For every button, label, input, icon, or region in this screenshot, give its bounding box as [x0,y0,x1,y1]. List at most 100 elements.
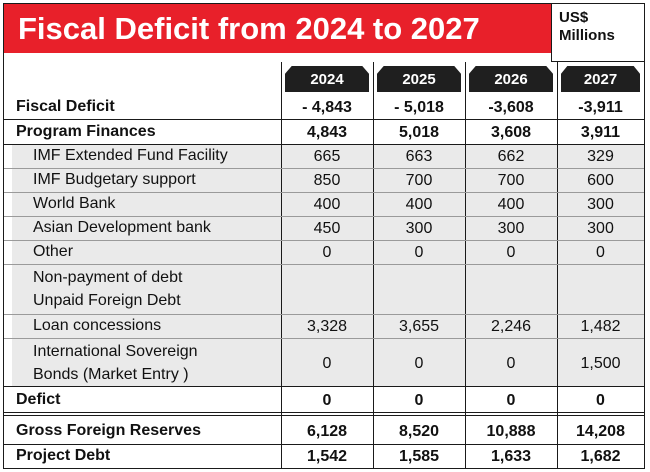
value-cell-2025: 8,520 [398,423,440,440]
value-cell-2026: 1,633 [490,448,532,465]
value-cell-2027: 1,500 [580,355,621,372]
column-divider [281,62,282,468]
row-label: International Sovereign Bonds (Market Ent… [33,340,198,386]
table-row: Other 0 0 0 0 [4,240,644,264]
row-label: IMF Extended Fund Facility [33,147,228,164]
value-cell-2024: 0 [322,244,332,261]
value-cell-2025: 400 [405,196,433,213]
row-label: Other [33,243,74,260]
value-cell-2026: 2,246 [490,318,532,335]
value-cell-2026: 700 [497,172,525,189]
value-cell-2026: 400 [497,196,525,213]
column-divider [465,62,466,468]
value-cell-2027: 329 [587,148,614,165]
value-cell-2024: 6,128 [306,423,348,440]
unit-currency: US$ [559,9,589,26]
value-cell-2026: 0 [506,244,516,261]
value-cell-2024: 400 [313,196,341,213]
value-cell-2027: 600 [587,172,614,189]
value-cell-2026: -3,608 [488,99,534,116]
value-cell-2024: 665 [313,148,341,165]
table-row: IMF Extended Fund Facility 665 663 662 329 [4,144,644,168]
row-divider [4,119,644,120]
value-cell-2027: 0 [596,244,605,261]
row-divider [4,216,644,217]
row-label: Non-payment of debt Unpaid Foreign Debt [33,266,182,312]
sub-items-shading [12,144,644,386]
value-cell-2025: 5,018 [398,124,440,141]
column-divider [373,62,374,468]
row-label: Fiscal Deficit [16,98,115,115]
value-cell-2024: 0 [322,392,332,409]
unit-label: US$ Millions [551,4,644,62]
value-cell-2026: 0 [506,355,516,372]
table-row: Defict 0 0 0 0 [4,386,644,414]
value-cell-2025: 663 [405,148,433,165]
table-row: International Sovereign Bonds (Market Ent… [4,338,644,386]
row-divider [4,240,644,241]
row-label: World Bank [33,195,116,212]
value-cell-2026: 3,608 [490,124,532,141]
value-cell-2026: 10,888 [486,423,536,440]
row-divider [4,415,644,416]
fiscal-deficit-table: Fiscal Deficit from 2024 to 2027 US$ Mil… [3,3,645,469]
row-label-line: Non-payment of debt [33,269,183,286]
value-cell-2025: 1,585 [398,448,440,465]
year-header-2027: 2027 [561,66,640,92]
table-row: Loan concessions 3,328 3,655 2,246 1,482 [4,314,644,338]
row-label: Gross Foreign Reserves [16,422,201,439]
row-divider [4,192,644,193]
value-cell-2025: - 5,018 [394,99,444,116]
value-cell-2024: 4,843 [306,124,348,141]
year-header-2026: 2026 [469,66,553,92]
value-cell-2027: 1,482 [580,318,621,335]
row-label-line: Bonds (Market Entry ) [33,366,189,383]
row-divider [4,314,644,315]
value-cell-2025: 0 [414,355,424,372]
value-cell-2024: 3,328 [306,318,348,335]
row-label: Asian Development bank [33,219,211,236]
table-row: Fiscal Deficit - 4,843 - 5,018 -3,608 -3,911 [4,94,644,119]
unit-scale: Millions [559,27,615,44]
row-divider [4,386,644,387]
value-cell-2026: 662 [497,148,525,165]
row-label: Program Finances [16,123,156,140]
table-row: Program Finances 4,843 5,018 3,608 3,911 [4,119,644,144]
table-row: IMF Budgetary support 850 700 700 600 [4,168,644,192]
value-cell-2027: 0 [596,392,605,409]
table-row: World Bank 400 400 400 300 [4,192,644,216]
table-row: Gross Foreign Reserves 6,128 8,520 10,888 14… [4,418,644,444]
value-cell-2027: -3,911 [578,99,623,116]
year-header-2024: 2024 [285,66,369,92]
row-label-line: Unpaid Foreign Debt [33,292,181,309]
row-label: IMF Budgetary support [33,171,196,188]
row-divider [4,144,644,145]
value-cell-2024: 850 [313,172,341,189]
value-cell-2025: 3,655 [398,318,440,335]
row-divider [4,338,644,339]
value-cell-2025: 300 [405,220,433,237]
row-divider [4,168,644,169]
row-divider [4,412,644,413]
value-cell-2027: 3,911 [580,124,621,141]
row-label-line: International Sovereign [33,343,198,360]
value-cell-2027: 1,682 [580,448,621,465]
value-cell-2025: 0 [414,392,424,409]
table-row: Asian Development bank 450 300 300 300 [4,216,644,240]
value-cell-2024: 1,542 [306,448,348,465]
value-cell-2025: 0 [414,244,424,261]
table-row: Non-payment of debt Unpaid Foreign Debt [4,264,644,314]
table-title: Fiscal Deficit from 2024 to 2027 [4,4,551,53]
row-label: Defict [16,391,61,408]
value-cell-2024: - 4,843 [302,99,352,116]
value-cell-2024: 0 [322,355,332,372]
year-header-2025: 2025 [377,66,461,92]
value-cell-2026: 300 [497,220,525,237]
value-cell-2027: 300 [587,220,614,237]
table-row: Project Debt 1,542 1,585 1,633 1,682 [4,444,644,468]
value-cell-2025: 700 [405,172,433,189]
row-label: Project Debt [16,447,111,464]
value-cell-2024: 450 [313,220,341,237]
value-cell-2026: 0 [506,392,516,409]
column-divider [557,62,558,468]
